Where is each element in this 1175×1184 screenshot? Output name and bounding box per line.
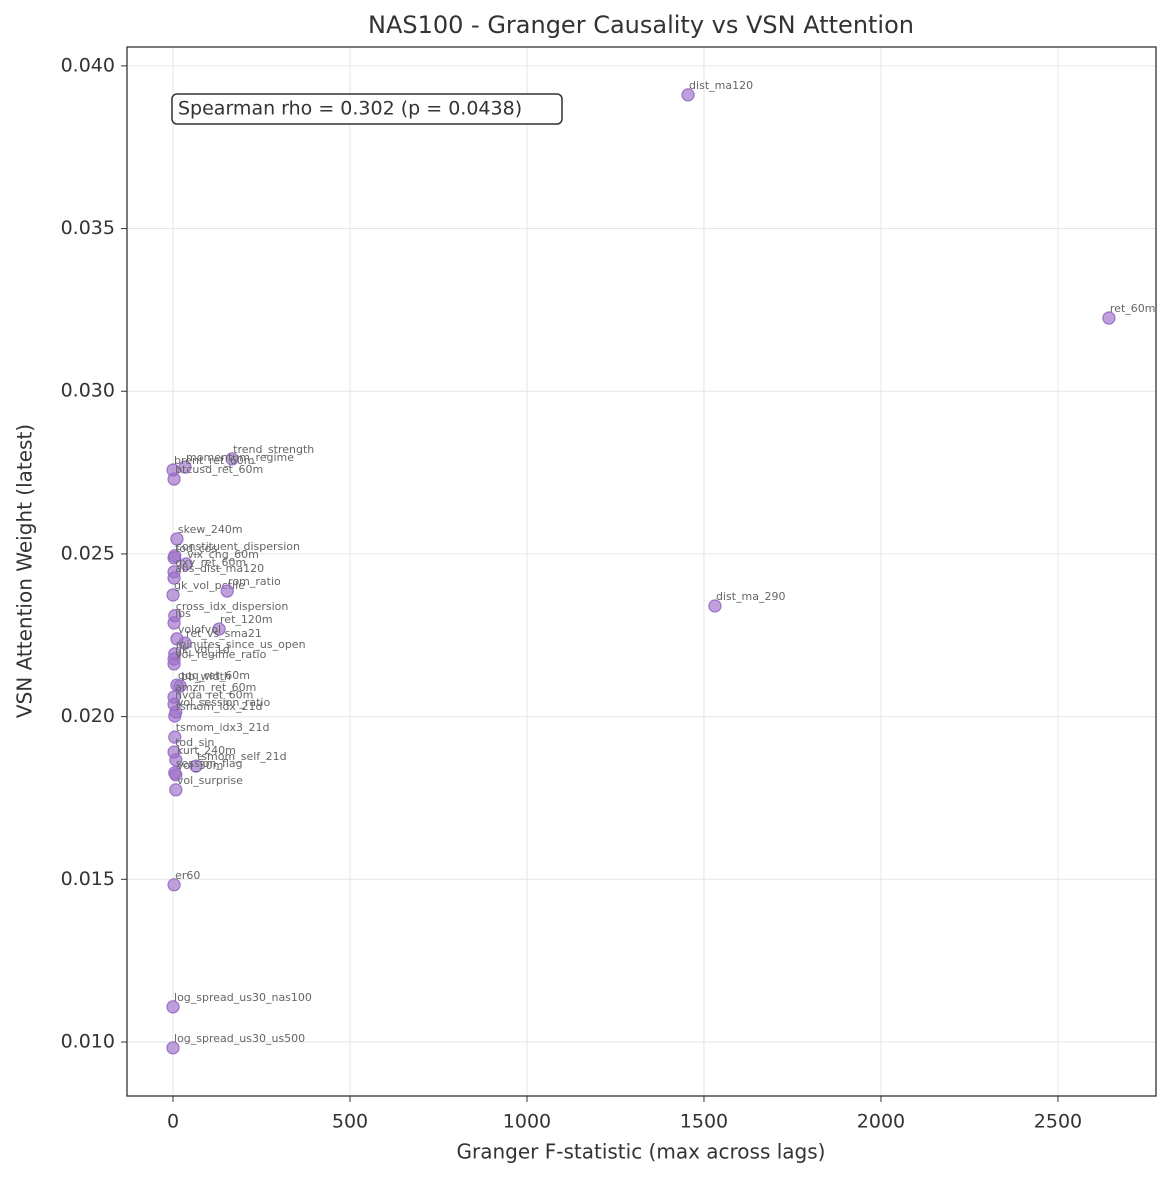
point-label: skew_240m bbox=[178, 523, 243, 536]
point-label: bb_width bbox=[181, 670, 231, 683]
point-label: ret_60m bbox=[1110, 302, 1156, 315]
point-label: vol_regime_ratio bbox=[175, 648, 266, 661]
point-label: er60 bbox=[175, 869, 200, 882]
y-tick-label: 0.040 bbox=[61, 54, 115, 76]
point-label: tsmom_self_21d bbox=[197, 750, 287, 763]
point bbox=[212, 622, 226, 636]
point-label: ret_120m bbox=[220, 613, 273, 626]
point-label: kurt_240m bbox=[177, 744, 236, 757]
point bbox=[189, 759, 203, 773]
point-label: cross_idx_dispersion bbox=[176, 600, 289, 613]
point-label: trend_strength bbox=[233, 443, 314, 456]
point bbox=[1102, 311, 1116, 325]
point-label: abs_dist_ma120 bbox=[175, 562, 264, 575]
y-tick-label: 0.025 bbox=[61, 542, 115, 564]
point-label: tod_sin bbox=[175, 736, 214, 749]
point bbox=[220, 584, 234, 598]
point bbox=[168, 730, 182, 744]
point-label: dxy_ret_60m bbox=[175, 556, 246, 569]
point-label: rom_ratio bbox=[228, 575, 281, 588]
point-label: vol_30m bbox=[177, 759, 224, 772]
point-label: log_spread_us30_us500 bbox=[174, 1032, 305, 1045]
point bbox=[168, 709, 182, 723]
x-axis-label: Granger F-statistic (max across lags) bbox=[457, 1140, 826, 1164]
point bbox=[169, 753, 183, 767]
x-tick-label: 1000 bbox=[503, 1111, 551, 1133]
point-label: nvda_ret_60m bbox=[175, 688, 253, 701]
point bbox=[681, 88, 695, 102]
x-tick-label: 1500 bbox=[680, 1111, 728, 1133]
y-tick-label: 0.035 bbox=[61, 217, 115, 239]
annotation-box bbox=[171, 93, 563, 125]
point bbox=[225, 452, 239, 466]
point-label: dist_ma_290 bbox=[716, 590, 786, 603]
point-label: session_flag bbox=[176, 757, 243, 770]
x-tick-label: 2000 bbox=[857, 1111, 905, 1133]
point-label: minutes_since_us_open bbox=[176, 638, 306, 651]
point-label: vol_surprise bbox=[177, 774, 243, 787]
x-tick-label: 500 bbox=[332, 1111, 368, 1133]
point bbox=[708, 599, 722, 613]
point bbox=[167, 657, 181, 671]
point-label: qqq_ret_60m bbox=[178, 669, 250, 682]
point bbox=[169, 783, 183, 797]
point-label: volofvol bbox=[178, 623, 221, 636]
point-label: dist_ma120 bbox=[689, 79, 753, 92]
point bbox=[166, 1000, 180, 1014]
point bbox=[173, 679, 187, 693]
y-tick-label: 0.030 bbox=[61, 380, 115, 402]
y-axis-label: VSN Attention Weight (latest) bbox=[13, 424, 37, 718]
point-label: vix_chg_60m bbox=[187, 548, 259, 561]
point-label: momentum_regime bbox=[186, 451, 294, 464]
point-label: btcusd_ret_60m bbox=[175, 463, 263, 476]
point bbox=[167, 878, 181, 892]
point-label: amzn_ret_60m bbox=[175, 681, 256, 694]
y-tick-label: 0.020 bbox=[61, 705, 115, 727]
point-label: vol_session_ratio bbox=[177, 696, 271, 709]
y-tick-label: 0.015 bbox=[61, 868, 115, 890]
point bbox=[167, 571, 181, 585]
plot-frame bbox=[126, 46, 1157, 1097]
point-label: tsmom_idx3_21d bbox=[176, 721, 270, 734]
point bbox=[167, 551, 181, 565]
y-tick-label: 0.010 bbox=[61, 1030, 115, 1052]
point bbox=[166, 1041, 180, 1055]
point-label: gk_vol_1d bbox=[175, 643, 230, 656]
point bbox=[178, 636, 192, 650]
x-tick-label: 2500 bbox=[1034, 1111, 1082, 1133]
x-tick-label: 0 bbox=[167, 1111, 179, 1133]
point-label: ibs bbox=[175, 607, 191, 620]
point-label: tsmom_idx_21d bbox=[176, 700, 263, 713]
point bbox=[170, 532, 184, 546]
point bbox=[167, 616, 181, 630]
annotation: Spearman rho = 0.302 (p = 0.0438) bbox=[178, 98, 522, 120]
point bbox=[166, 588, 180, 602]
point-label: ret_vs_sma21 bbox=[186, 627, 262, 640]
point-label: log_spread_us30_nas100 bbox=[174, 991, 312, 1004]
grid: 0 500 1000 1500 2000 2500 0.010 0.015 0.020 0.025… bbox=[61, 47, 1156, 1133]
point bbox=[167, 472, 181, 486]
point-label: tod_cos bbox=[175, 542, 217, 555]
chart-title: NAS100 - Granger Causality vs VSN Attent… bbox=[368, 11, 914, 39]
point bbox=[169, 768, 183, 782]
marks: dist_ma120 ret_60m dist_ma_290 trend_streng… bbox=[166, 79, 1156, 1055]
point bbox=[178, 460, 192, 474]
point-label: brent_ret_60m bbox=[174, 454, 254, 467]
point bbox=[179, 557, 193, 571]
point-label: constituent_dispersion bbox=[176, 540, 300, 553]
